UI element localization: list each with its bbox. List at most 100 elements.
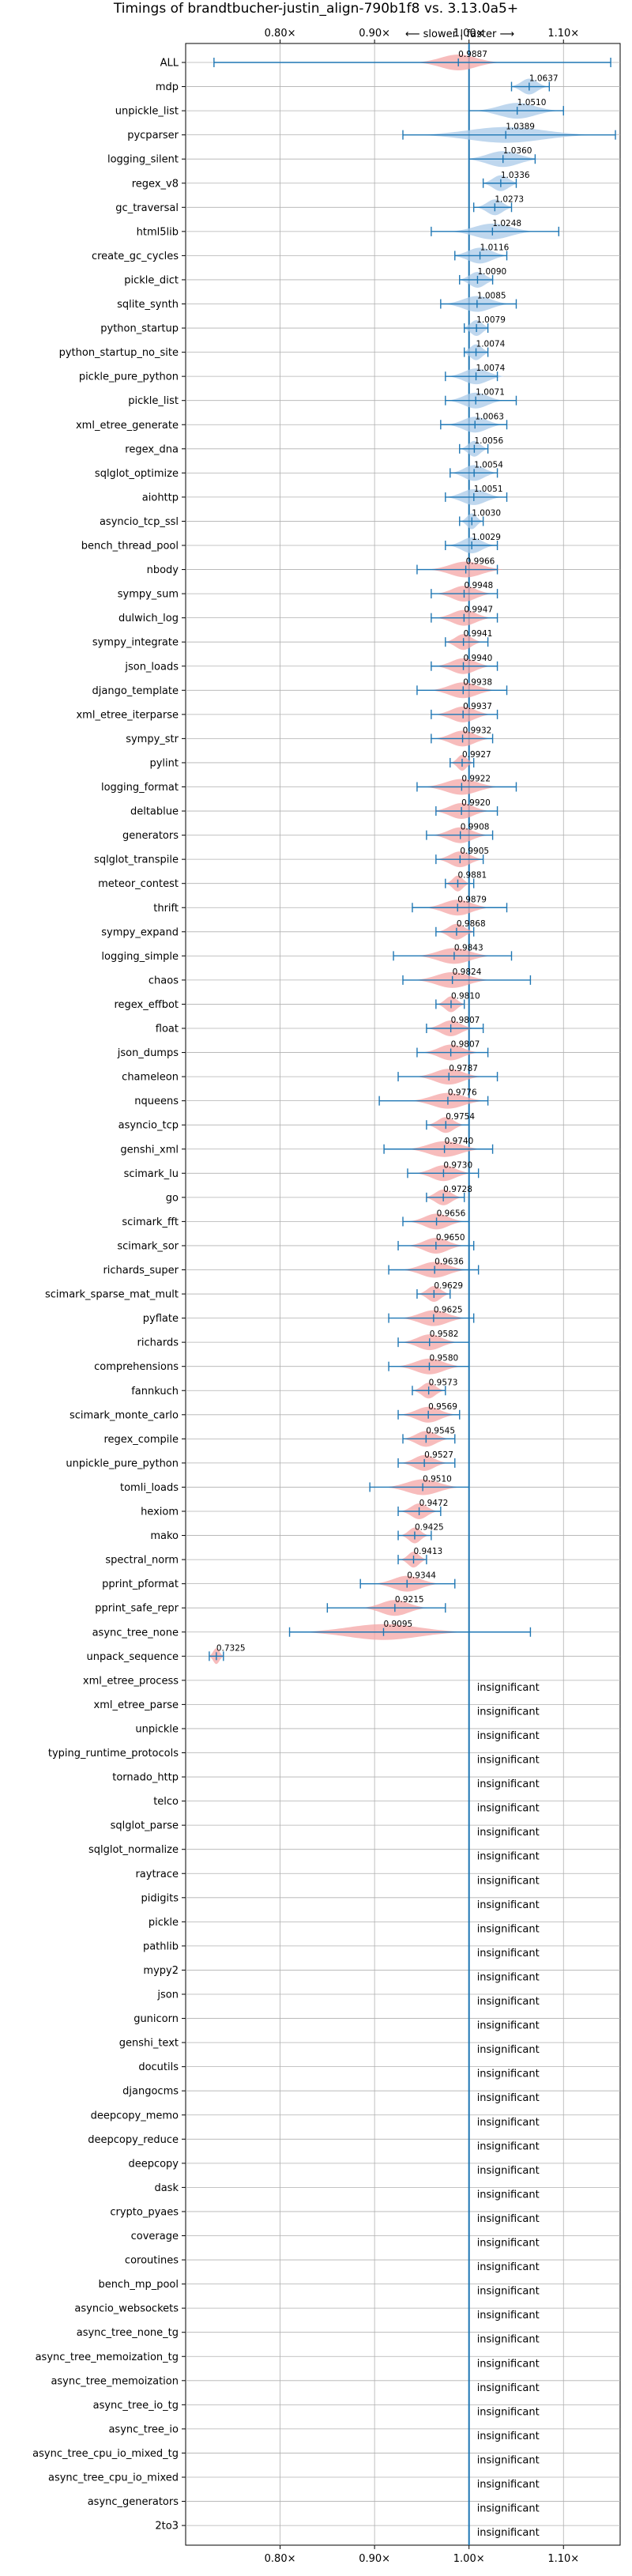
x-axis-ticks: 0.80× 0.80× 0.90× 0.90× 1.00× 1.00× 1.10× 1.10× bbox=[182, 28, 579, 2565]
mean-value-label: 0.9810 bbox=[451, 991, 480, 1001]
insignificant-label: insignificant bbox=[477, 1899, 540, 1911]
benchmark-label: scimark_lu bbox=[124, 1168, 179, 1180]
x-tick-label-bottom: 1.00× bbox=[453, 2553, 485, 2565]
mean-value-label: 1.0074 bbox=[476, 364, 506, 373]
mean-value-label: 0.9527 bbox=[424, 1450, 453, 1460]
benchmark-label: nbody bbox=[147, 564, 179, 576]
benchmark-label: 2to3 bbox=[155, 2521, 179, 2533]
insignificant-label: insignificant bbox=[477, 2310, 540, 2321]
benchmark-label: float bbox=[156, 1024, 179, 1035]
benchmark-label: regex_dna bbox=[125, 443, 179, 455]
mean-value-label: 0.9344 bbox=[407, 1571, 436, 1581]
mean-value-label: 0.9650 bbox=[436, 1233, 465, 1243]
benchmark-label: gc_traversal bbox=[115, 202, 179, 214]
grid-lines bbox=[186, 43, 620, 2545]
mean-value-label: 0.9947 bbox=[464, 605, 493, 615]
insignificant-label: insignificant bbox=[477, 2503, 540, 2515]
benchmark-label: coverage bbox=[131, 2231, 179, 2242]
insignificant-label: insignificant bbox=[477, 2358, 540, 2370]
benchmark-label: sqlite_synth bbox=[117, 299, 179, 311]
x-tick-label-bottom: 0.80× bbox=[265, 2553, 296, 2565]
insignificant-label: insignificant bbox=[477, 1778, 540, 1790]
mean-value-label: 0.9425 bbox=[415, 1523, 444, 1533]
mean-value-label: 0.9580 bbox=[429, 1354, 458, 1363]
mean-value-label: 0.9787 bbox=[449, 1064, 478, 1073]
benchmark-label: async_tree_cpu_io_mixed bbox=[48, 2472, 179, 2484]
mean-value-label: 0.9807 bbox=[451, 1040, 480, 1050]
mean-value-label: 1.0360 bbox=[503, 146, 532, 156]
benchmark-label: mako bbox=[150, 1530, 179, 1542]
benchmark-label: spectral_norm bbox=[105, 1555, 179, 1567]
mean-value-label: 0.9843 bbox=[454, 943, 483, 952]
benchmark-label: pprint_safe_repr bbox=[95, 1603, 179, 1615]
benchmark-label: pickle_dict bbox=[124, 274, 179, 286]
insignificant-label: insignificant bbox=[477, 1827, 540, 1839]
benchmark-label: pycparser bbox=[127, 130, 179, 141]
benchmark-label: scimark_fft bbox=[122, 1216, 179, 1228]
benchmark-label: logging_silent bbox=[107, 154, 179, 166]
benchmark-label: async_tree_none bbox=[92, 1627, 179, 1639]
mean-value-label: 0.9922 bbox=[461, 775, 491, 784]
mean-value-label: 0.9754 bbox=[446, 1112, 475, 1122]
benchmark-label: pyflate bbox=[143, 1313, 179, 1325]
benchmark-label: sympy_integrate bbox=[92, 637, 179, 649]
mean-value-label: 0.9636 bbox=[434, 1258, 464, 1267]
mean-value-label: 0.9730 bbox=[443, 1160, 472, 1170]
mean-value-label: 0.9948 bbox=[464, 581, 493, 590]
benchmark-label: djangocms bbox=[122, 2086, 179, 2098]
row-labels: ALL mdp unpickle_list pycparser logging_sile… bbox=[32, 50, 558, 2539]
mean-value-label: 0.9920 bbox=[461, 798, 491, 808]
benchmark-label: unpickle bbox=[135, 1723, 179, 1735]
benchmark-label: logging_simple bbox=[101, 951, 179, 963]
benchmark-label: nqueens bbox=[134, 1096, 179, 1107]
benchmark-label: scimark_sor bbox=[117, 1240, 179, 1252]
mean-value-label: 0.9881 bbox=[457, 871, 487, 881]
mean-value-label: 1.0063 bbox=[475, 412, 504, 421]
mean-value-label: 1.0071 bbox=[476, 388, 505, 398]
benchmark-label: sympy_str bbox=[126, 734, 179, 745]
insignificant-label: insignificant bbox=[477, 1706, 540, 1718]
insignificant-label: insignificant bbox=[477, 1755, 540, 1767]
benchmark-label: go bbox=[166, 1192, 179, 1204]
insignificant-label: insignificant bbox=[477, 1851, 540, 1863]
benchmark-label: create_gc_cycles bbox=[92, 251, 179, 262]
mean-value-label: 0.9625 bbox=[434, 1306, 463, 1315]
benchmark-label: json_dumps bbox=[117, 1047, 179, 1059]
benchmark-label: bench_thread_pool bbox=[81, 541, 179, 553]
benchmark-label: pidigits bbox=[141, 1892, 179, 1904]
mean-value-label: 1.0056 bbox=[474, 436, 503, 446]
plot-frame bbox=[185, 43, 621, 2546]
mean-value-label: 0.9728 bbox=[443, 1185, 472, 1194]
x-tick-label-bottom: 0.90× bbox=[359, 2553, 390, 2565]
benchmark-label: pathlib bbox=[143, 1940, 179, 1952]
mean-value-label: 1.0085 bbox=[477, 292, 506, 301]
benchmark-label: dask bbox=[154, 2182, 179, 2194]
benchmark-label: deepcopy_reduce bbox=[88, 2134, 179, 2146]
mean-value-label: 0.9215 bbox=[395, 1595, 424, 1605]
benchmark-label: scimark_sparse_mat_mult bbox=[45, 1289, 179, 1301]
insignificant-label: insignificant bbox=[477, 2238, 540, 2250]
mean-value-label: 0.9941 bbox=[464, 629, 493, 639]
benchmark-label: thrift bbox=[153, 903, 179, 915]
mean-value-label: 1.0074 bbox=[476, 340, 506, 349]
benchmark-label: sqlglot_normalize bbox=[88, 1844, 179, 1856]
insignificant-label: insignificant bbox=[477, 2117, 540, 2129]
mean-value-label: 0.9879 bbox=[457, 895, 487, 904]
mean-value-label: 1.0079 bbox=[476, 315, 506, 325]
mean-value-label: 1.0090 bbox=[477, 267, 506, 277]
benchmark-label: sympy_sum bbox=[118, 589, 179, 601]
benchmark-label: tomli_loads bbox=[120, 1482, 179, 1494]
insignificant-label: insignificant bbox=[477, 2454, 540, 2466]
x-tick-label-top: 0.90× bbox=[359, 28, 390, 40]
benchmark-label: async_tree_memoization_tg bbox=[36, 2352, 179, 2363]
benchmark-label: sqlglot_transpile bbox=[94, 854, 179, 866]
benchmark-label: docutils bbox=[138, 2061, 179, 2073]
benchmark-label: pickle_list bbox=[128, 395, 179, 407]
mean-value-label: 1.0051 bbox=[474, 485, 503, 494]
benchmark-label: typing_runtime_protocols bbox=[48, 1748, 179, 1759]
mean-value-label: 0.9937 bbox=[463, 702, 492, 711]
violins bbox=[209, 43, 616, 2545]
benchmark-label: mypy2 bbox=[143, 1965, 179, 1977]
mean-value-label: 1.0336 bbox=[501, 171, 530, 180]
